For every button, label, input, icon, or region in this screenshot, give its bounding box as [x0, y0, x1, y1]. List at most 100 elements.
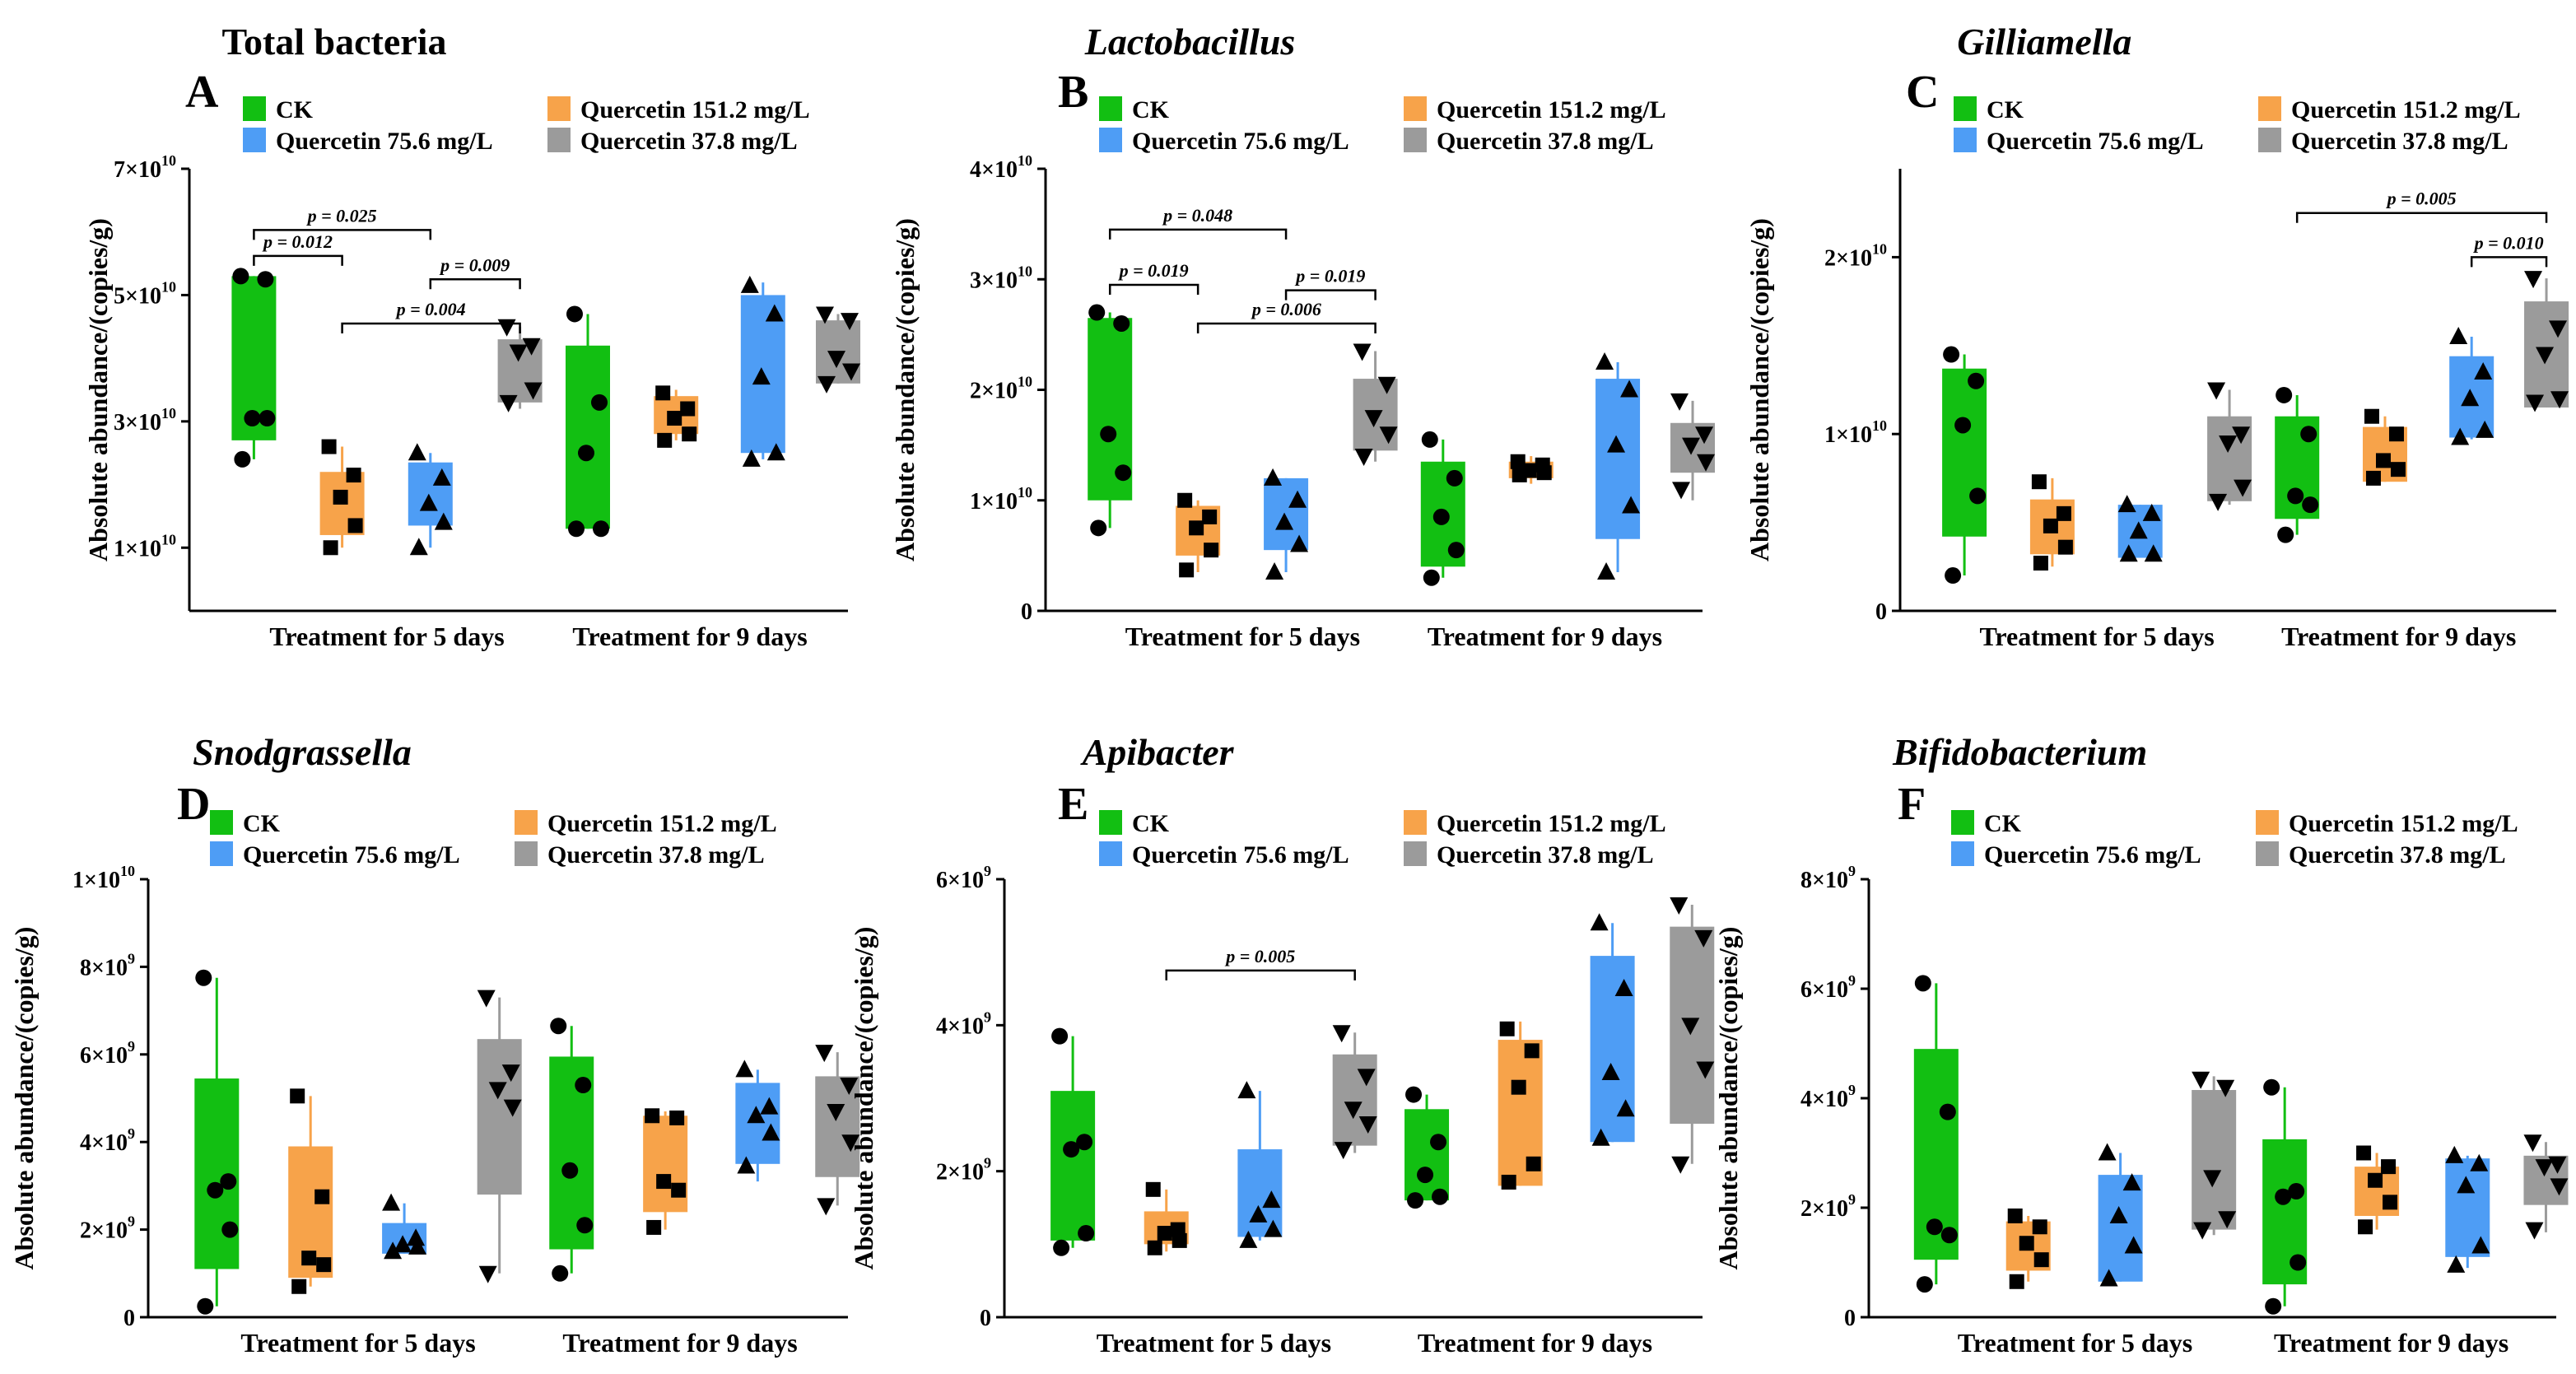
data-point	[1446, 469, 1463, 487]
data-point	[1275, 512, 1294, 530]
data-point	[291, 1279, 307, 1294]
y-axis-label: Absolute abundance/(copies/g)	[9, 927, 39, 1270]
box-body	[477, 1039, 522, 1195]
data-point	[2009, 1274, 2024, 1289]
data-point	[2276, 386, 2293, 403]
y-tick-label: 8×109	[1800, 863, 1856, 893]
legend-label: Quercetin 37.8 mg/L	[1437, 128, 1654, 155]
data-point	[1147, 1240, 1162, 1255]
data-point	[2219, 435, 2238, 453]
y-axis-label: Absolute abundance/(copies/g)	[890, 218, 920, 561]
data-point	[1940, 1227, 1958, 1244]
box-quercetin-151-2-mg-l-day5	[319, 439, 365, 556]
bracket-line	[253, 229, 432, 240]
bracket-line	[1284, 289, 1377, 300]
x-group-label: Treatment for 5 days	[1097, 1328, 1331, 1358]
data-point	[1423, 569, 1440, 586]
data-point	[2033, 556, 2048, 571]
p-value-label: p = 0.004	[395, 299, 466, 319]
data-point	[2203, 1170, 2222, 1188]
data-point	[2119, 544, 2138, 562]
box-quercetin-37-8-mg-l-day5	[2192, 1071, 2237, 1240]
box-quercetin-37-8-mg-l-day9	[1670, 393, 1716, 501]
legend-item-quercetin-37-8-mg-l: Quercetin 37.8 mg/L	[515, 841, 765, 869]
data-point	[346, 468, 361, 483]
y-tick-label: 2×109	[936, 1155, 991, 1185]
data-point	[2524, 271, 2543, 289]
legend-label: CK	[1132, 810, 1170, 837]
data-point	[316, 1257, 332, 1273]
data-point	[1968, 372, 1985, 389]
p-value-label: p = 0.048	[1162, 205, 1232, 226]
legend-item-ck: CK	[210, 810, 281, 837]
box-quercetin-75-6-mg-l-day9	[1590, 913, 1635, 1146]
data-point	[765, 304, 784, 322]
data-point	[2535, 1159, 2554, 1177]
data-point	[1421, 431, 1438, 448]
data-point	[1607, 435, 1626, 453]
y-tick-label: 4×109	[1800, 1082, 1856, 1112]
x-group-label: Treatment for 9 days	[562, 1328, 797, 1358]
legend-item-quercetin-75-6-mg-l: Quercetin 75.6 mg/L	[1099, 128, 1349, 155]
data-point	[1524, 1043, 1540, 1059]
data-point	[2099, 1269, 2118, 1287]
p-value-label: p = 0.006	[1251, 299, 1321, 319]
box-body	[735, 1083, 780, 1164]
data-point	[818, 375, 836, 394]
data-point	[1670, 393, 1689, 411]
data-point	[382, 1193, 401, 1211]
significance-bracket: p = 0.048	[1108, 205, 1288, 240]
legend-item-quercetin-37-8-mg-l: Quercetin 37.8 mg/L	[1404, 128, 1654, 155]
data-point	[1672, 482, 1691, 500]
data-point	[1237, 1081, 1256, 1099]
bracket-line	[1108, 283, 1199, 295]
legend-label: Quercetin 37.8 mg/L	[2291, 128, 2508, 155]
y-tick-label: 1×1010	[72, 863, 135, 893]
data-point	[1695, 426, 1714, 445]
data-point	[1432, 1188, 1449, 1205]
box-quercetin-37-8-mg-l-day5	[1332, 1025, 1377, 1160]
data-point	[257, 271, 274, 288]
data-point	[2144, 544, 2163, 562]
p-value-label: p = 0.012	[262, 231, 333, 252]
legend-item-quercetin-37-8-mg-l: Quercetin 37.8 mg/L	[2258, 128, 2508, 155]
bracket-line	[253, 254, 343, 266]
y-tick-label: 2×109	[80, 1213, 135, 1244]
legend-item-quercetin-151-2-mg-l: Quercetin 151.2 mg/L	[1404, 810, 1666, 837]
legend-item-ck: CK	[1954, 96, 2024, 123]
bracket-line	[341, 322, 521, 333]
data-point	[2548, 1156, 2567, 1174]
p-value-label: p = 0.005	[1224, 946, 1295, 966]
data-point	[1189, 520, 1204, 536]
panel-letter: F	[1898, 779, 1926, 830]
data-point	[1076, 1134, 1093, 1151]
data-point	[221, 1221, 239, 1238]
box-ck-day5	[1942, 346, 1987, 585]
significance-bracket: p = 0.019	[1284, 266, 1377, 300]
legend-label: Quercetin 151.2 mg/L	[2291, 96, 2521, 123]
data-point	[1620, 380, 1639, 398]
panel-letter: C	[1906, 67, 1939, 118]
data-point	[742, 449, 761, 467]
x-group-label: Treatment for 9 days	[1428, 622, 1662, 651]
box-quercetin-75-6-mg-l-day9	[735, 1060, 780, 1182]
data-point	[1202, 509, 1218, 524]
data-point	[2122, 1173, 2141, 1191]
data-point	[1357, 1069, 1376, 1087]
box-quercetin-151-2-mg-l-day5	[288, 1088, 333, 1294]
box-ck-day9	[549, 1018, 594, 1282]
significance-bracket: p = 0.012	[253, 231, 343, 266]
data-point	[682, 426, 697, 442]
data-point	[478, 1265, 497, 1283]
data-point	[2449, 327, 2468, 345]
data-point	[2536, 347, 2555, 365]
data-point	[1290, 534, 1309, 552]
box-body	[408, 462, 453, 526]
legend-label: CK	[1987, 96, 2024, 123]
box-body	[1942, 368, 1987, 537]
data-point	[1671, 1156, 1690, 1174]
data-point	[1511, 1079, 1526, 1095]
data-point	[1265, 562, 1284, 580]
significance-bracket: p = 0.005	[2295, 189, 2548, 223]
legend-swatch	[243, 128, 266, 152]
